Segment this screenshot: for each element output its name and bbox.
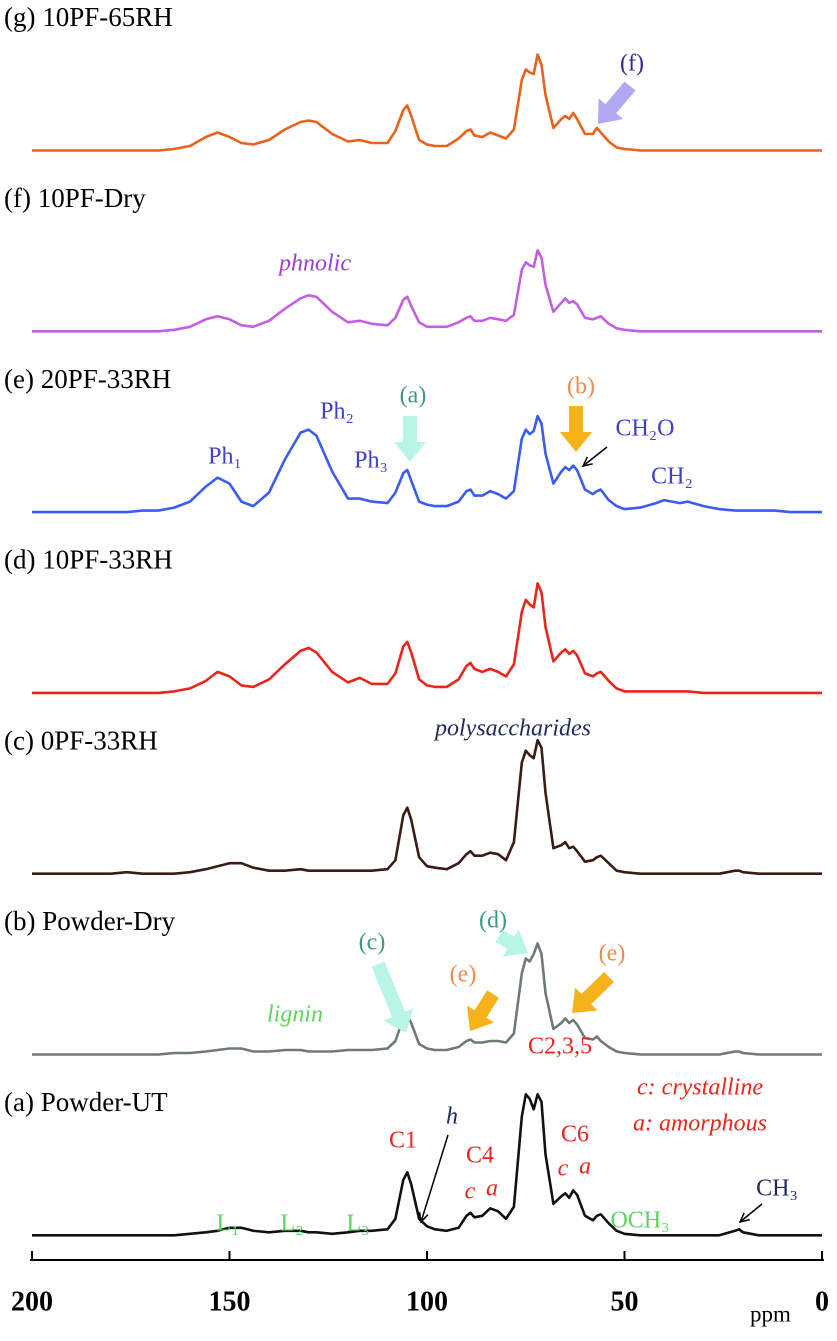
annotation: Ph₃ bbox=[354, 448, 388, 474]
series-label: (d) 10PF-33RH bbox=[4, 545, 173, 575]
annotation: C6 bbox=[561, 1122, 589, 1148]
annotation: L₂ bbox=[280, 1211, 303, 1237]
spectrum-line bbox=[32, 942, 822, 1056]
arrow bbox=[598, 81, 636, 124]
annotation: h bbox=[446, 1104, 458, 1130]
annotation: a: amorphous bbox=[633, 1111, 767, 1137]
annotation: c bbox=[465, 1179, 476, 1205]
spectrum-line bbox=[32, 414, 822, 514]
arrow bbox=[572, 972, 614, 1013]
annotation: (d) bbox=[479, 908, 507, 934]
annotation: lignin bbox=[267, 1002, 323, 1028]
spectrum-line bbox=[32, 53, 822, 152]
series-label: (c) 0PF-33RH bbox=[4, 725, 158, 755]
annotation: CH₂ bbox=[651, 464, 693, 490]
series-label: (f) 10PF-Dry bbox=[4, 183, 146, 213]
spectrum-line bbox=[32, 1093, 822, 1237]
annotation: (c) bbox=[359, 930, 386, 956]
annotation: Ph₁ bbox=[208, 444, 242, 470]
arrow bbox=[467, 990, 499, 1031]
x-tick-label: 50 bbox=[611, 1286, 639, 1317]
annotation: Ph₂ bbox=[320, 399, 354, 425]
annotation: c: crystalline bbox=[637, 1075, 763, 1101]
annotation: (b) bbox=[567, 374, 595, 400]
annotation: C4 bbox=[466, 1143, 494, 1169]
x-tick-label: 150 bbox=[209, 1286, 251, 1317]
spectrum-line bbox=[32, 582, 822, 695]
annotation: C2,3,5 bbox=[528, 1034, 592, 1060]
annotation: CH₃ bbox=[756, 1176, 798, 1202]
pointer-head bbox=[738, 1212, 750, 1224]
series-label: (a) Powder-UT bbox=[4, 1087, 168, 1117]
x-tick-label: 0 bbox=[815, 1286, 829, 1317]
annotation: L₁ bbox=[216, 1211, 239, 1237]
annotation: CH₂O bbox=[615, 416, 674, 442]
x-tick-label: 200 bbox=[11, 1286, 53, 1317]
annotation: polysaccharides bbox=[433, 716, 591, 742]
pointer-line bbox=[739, 1203, 763, 1223]
annotation: a bbox=[486, 1176, 498, 1202]
annotation: (a) bbox=[400, 383, 427, 409]
spectrum-line bbox=[32, 738, 822, 875]
arrow bbox=[560, 406, 592, 452]
annotation: (e) bbox=[599, 941, 626, 967]
x-tick-label: 100 bbox=[406, 1286, 448, 1317]
annotation: phnolic bbox=[277, 251, 351, 277]
pointer-head bbox=[418, 1211, 429, 1224]
arrow bbox=[371, 961, 414, 1033]
pointer-line bbox=[420, 1134, 449, 1223]
series-label: (b) Powder-Dry bbox=[4, 906, 176, 936]
arrow bbox=[495, 929, 528, 957]
series-label: (g) 10PF-65RH bbox=[4, 2, 173, 32]
annotation: OCH₃ bbox=[610, 1208, 669, 1234]
arrow bbox=[394, 416, 426, 462]
annotation: a bbox=[579, 1154, 591, 1180]
annotation: (f) bbox=[620, 51, 644, 77]
annotation: c bbox=[558, 1156, 569, 1182]
annotation: (e) bbox=[450, 962, 477, 988]
spectrum-line bbox=[32, 249, 822, 333]
series-label: (e) 20PF-33RH bbox=[4, 364, 171, 394]
pointer-line bbox=[582, 446, 608, 467]
x-axis-label: ppm bbox=[750, 1301, 791, 1326]
annotation: C1 bbox=[389, 1128, 417, 1154]
annotation: L₃ bbox=[346, 1211, 369, 1237]
pointer-head bbox=[581, 456, 593, 468]
